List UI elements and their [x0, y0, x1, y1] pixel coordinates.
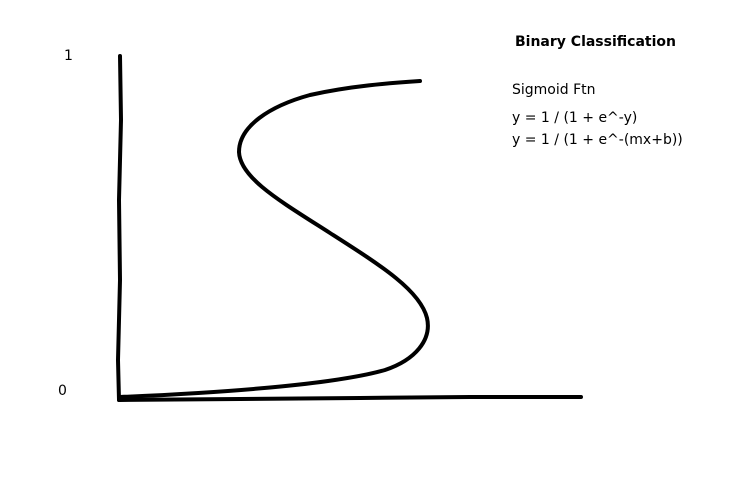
y-axis-label-bottom: 0 — [58, 383, 67, 399]
x-axis-line — [117, 395, 583, 402]
y-axis-line — [116, 54, 123, 402]
formula-line-1: y = 1 / (1 + e^-y) — [512, 110, 638, 126]
notes-heading: Sigmoid Ftn — [512, 82, 596, 98]
y-axis-label-top: 1 — [64, 48, 73, 64]
formula-line-2: y = 1 / (1 + e^-(mx+b)) — [512, 132, 683, 148]
diagram-title: Binary Classification — [515, 34, 676, 50]
sigmoid-curve — [118, 79, 430, 399]
